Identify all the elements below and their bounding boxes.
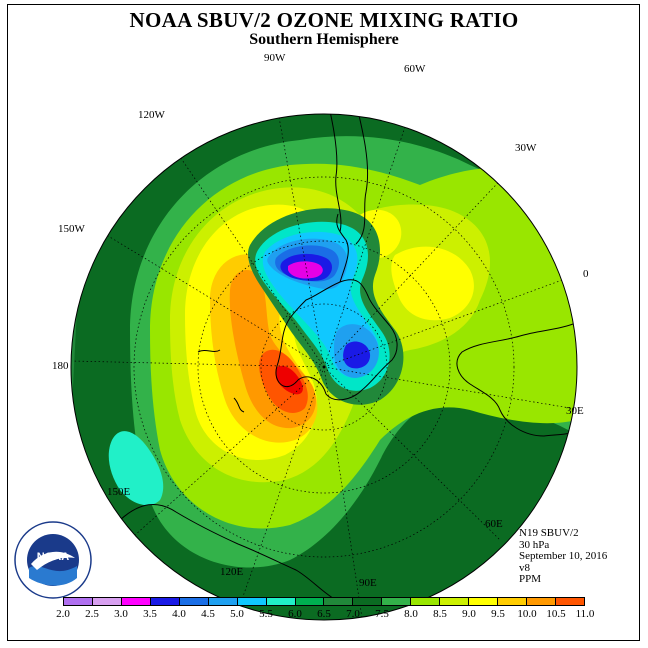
lon-label-150E: 150E — [107, 486, 131, 498]
colorbar-segment — [527, 598, 556, 605]
colorbar-ticks: 2.0 2.5 3.0 3.5 4.0 4.5 5.0 5.5 6.0 6.5 7.0 7.5 8.0 8… — [0, 608, 648, 622]
ozone-field — [71, 114, 577, 620]
coastlines — [119, 114, 577, 601]
colorbar-tick-label: 10.5 — [546, 608, 566, 620]
info-pressure: 30 hPa — [519, 538, 550, 551]
colorbar-tick-label: 8.0 — [404, 608, 418, 620]
meridian-30W — [323, 169, 511, 368]
lon-label-60E: 60E — [485, 518, 503, 530]
new-zealand-coast — [197, 349, 245, 413]
colorbar-tick-label: 6.0 — [288, 608, 302, 620]
figure-frame — [7, 4, 640, 641]
meridian-30E — [323, 366, 571, 409]
colorbar-segment — [498, 598, 527, 605]
colorbar-segment — [469, 598, 499, 605]
colorbar-tick-label: 9.0 — [462, 608, 476, 620]
colorbar-segment — [295, 598, 325, 605]
level-3.0-vortex — [288, 261, 323, 279]
colorbar-tick-label: 10.0 — [517, 608, 537, 620]
map-title: NOAA SBUV/2 OZONE MIXING RATIO — [129, 8, 519, 32]
colorbar-tick-label: 11.0 — [575, 608, 595, 620]
colorbar-segment — [324, 598, 354, 605]
colorbar-segment — [208, 598, 238, 605]
info-version: v8 — [519, 561, 530, 574]
info-date: September 10, 2016 — [519, 550, 608, 562]
lon-label-120W: 120W — [138, 109, 165, 121]
colorbar-segment — [266, 598, 296, 605]
colorbar-tick-label: 8.5 — [433, 608, 447, 620]
colorbar-tick-label: 6.5 — [317, 608, 331, 620]
lon-label-120E: 120E — [220, 566, 244, 578]
colorbar-tick-label: 3.0 — [114, 608, 128, 620]
meridian-0 — [323, 274, 577, 368]
lon-label-90E: 90E — [359, 577, 377, 589]
colorbar-segment — [121, 598, 151, 605]
colorbar-segment — [353, 598, 383, 605]
colorbar-tick-label: 5.5 — [259, 608, 273, 620]
colorbar-segment — [179, 598, 209, 605]
colorbar-tick-label: 7.0 — [346, 608, 360, 620]
colorbar-tick-label: 4.0 — [172, 608, 186, 620]
level-9.0-area-east — [391, 246, 474, 321]
level-5.5-patch-150E — [108, 431, 164, 506]
colorbar-segment — [92, 598, 122, 605]
info-units: PPM — [519, 573, 542, 585]
colorbar-segment — [440, 598, 470, 605]
colorbar — [63, 597, 585, 606]
antarctic-peninsula — [336, 213, 349, 283]
info-instrument: N19 SBUV/2 — [519, 527, 579, 539]
meridian-60W — [323, 123, 407, 368]
lon-label-30E: 30E — [566, 405, 584, 417]
colorbar-segment — [411, 598, 441, 605]
colorbar-segment — [150, 598, 180, 605]
level-3.5-vortex-south — [343, 341, 371, 369]
lon-label-60W: 60W — [404, 63, 426, 75]
lon-label-90W: 90W — [264, 52, 286, 64]
south-america-coast — [321, 114, 369, 245]
colorbar-segment — [555, 598, 584, 605]
colorbar-tick-label: 2.5 — [85, 608, 99, 620]
colorbar-tick-label: 2.0 — [56, 608, 70, 620]
lon-label-150W: 150W — [58, 223, 85, 235]
level-11.0-area — [276, 365, 303, 395]
meridian-150W — [89, 224, 325, 368]
antarctica-coast — [275, 279, 398, 401]
info-block: N19 SBUV/2 30 hPa September 10, 2016 v8 … — [519, 527, 608, 586]
australia-coast — [119, 503, 337, 601]
colorbar-segment — [382, 598, 412, 605]
colorbar-segment — [237, 598, 267, 605]
colorbar-segment — [64, 598, 93, 605]
map-subtitle: Southern Hemisphere — [249, 31, 399, 48]
colorbar-tick-label: 3.5 — [143, 608, 157, 620]
africa-coast — [456, 321, 577, 437]
colorbar-tick-label: 7.5 — [375, 608, 389, 620]
meridian-120W — [164, 134, 325, 368]
colorbar-tick-label: 5.0 — [230, 608, 244, 620]
lon-label-0: 0 — [583, 268, 589, 280]
lon-label-30W: 30W — [515, 142, 537, 154]
colorbar-tick-label: 4.5 — [201, 608, 215, 620]
noaa-logo: NOAA — [14, 521, 92, 599]
colorbar-tick-label: 9.5 — [491, 608, 505, 620]
map-boundary — [70, 113, 578, 621]
lon-label-180: 180 — [52, 360, 69, 372]
noaa-logo-text: NOAA — [37, 551, 69, 563]
